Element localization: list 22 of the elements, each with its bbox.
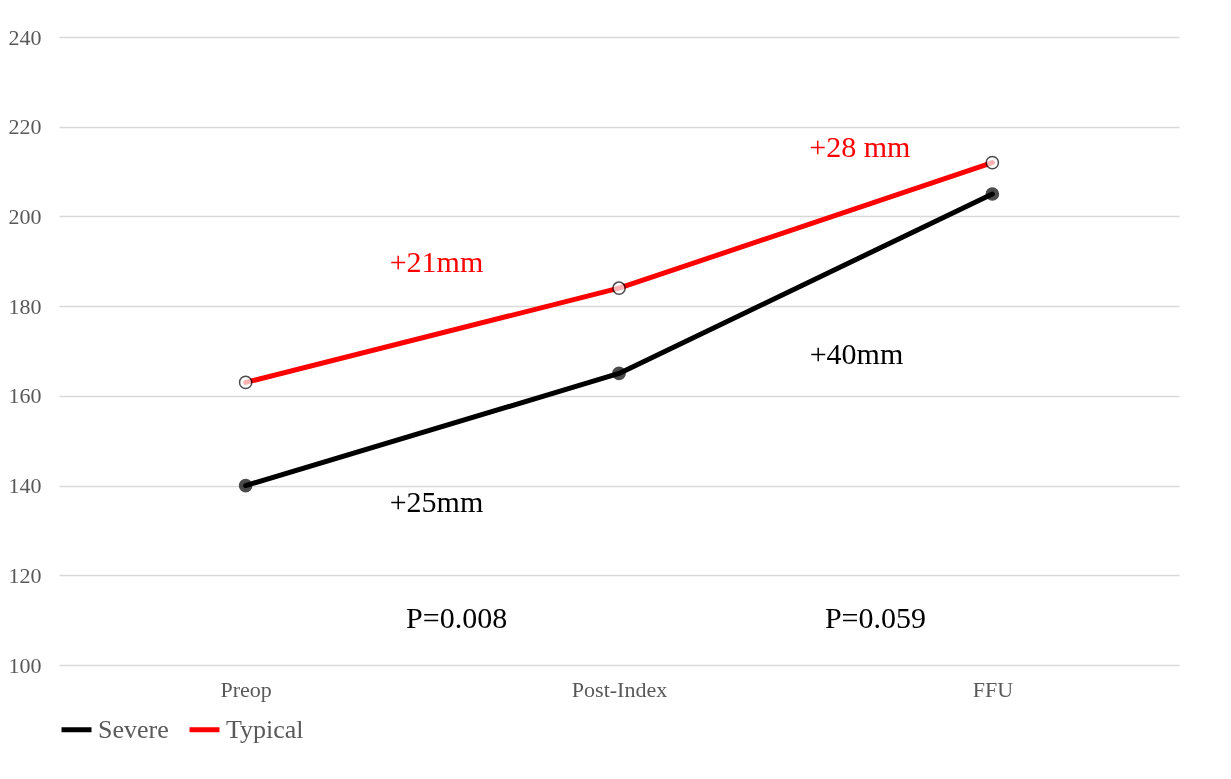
point — [238, 478, 253, 493]
annotation: P=0.059 — [824, 600, 927, 634]
y-tick-label: 200 — [8, 203, 42, 229]
annotation: +40mm — [809, 337, 904, 371]
annotation: +25mm — [389, 484, 484, 518]
x-tick-label: Post-Index — [571, 676, 668, 702]
annotation: +28 mm — [809, 130, 911, 164]
legend-label: Severe — [98, 714, 169, 744]
legend-label: Typical — [226, 714, 304, 744]
y-tick-label: 120 — [8, 562, 42, 588]
y-tick-label: 140 — [8, 473, 42, 499]
point — [612, 366, 626, 381]
x-tick-label: Preop — [220, 676, 272, 702]
y-tick-label: 100 — [8, 652, 42, 678]
annotation: P=0.008 — [406, 600, 508, 634]
y-tick-label: 180 — [8, 293, 42, 319]
y-tick-label: 240 — [8, 24, 42, 50]
x-tick-label: FFU — [972, 676, 1014, 702]
annotation: +21mm — [389, 245, 484, 279]
point — [985, 187, 1000, 201]
y-tick-label: 160 — [8, 383, 42, 409]
y-tick-label: 220 — [8, 114, 42, 140]
